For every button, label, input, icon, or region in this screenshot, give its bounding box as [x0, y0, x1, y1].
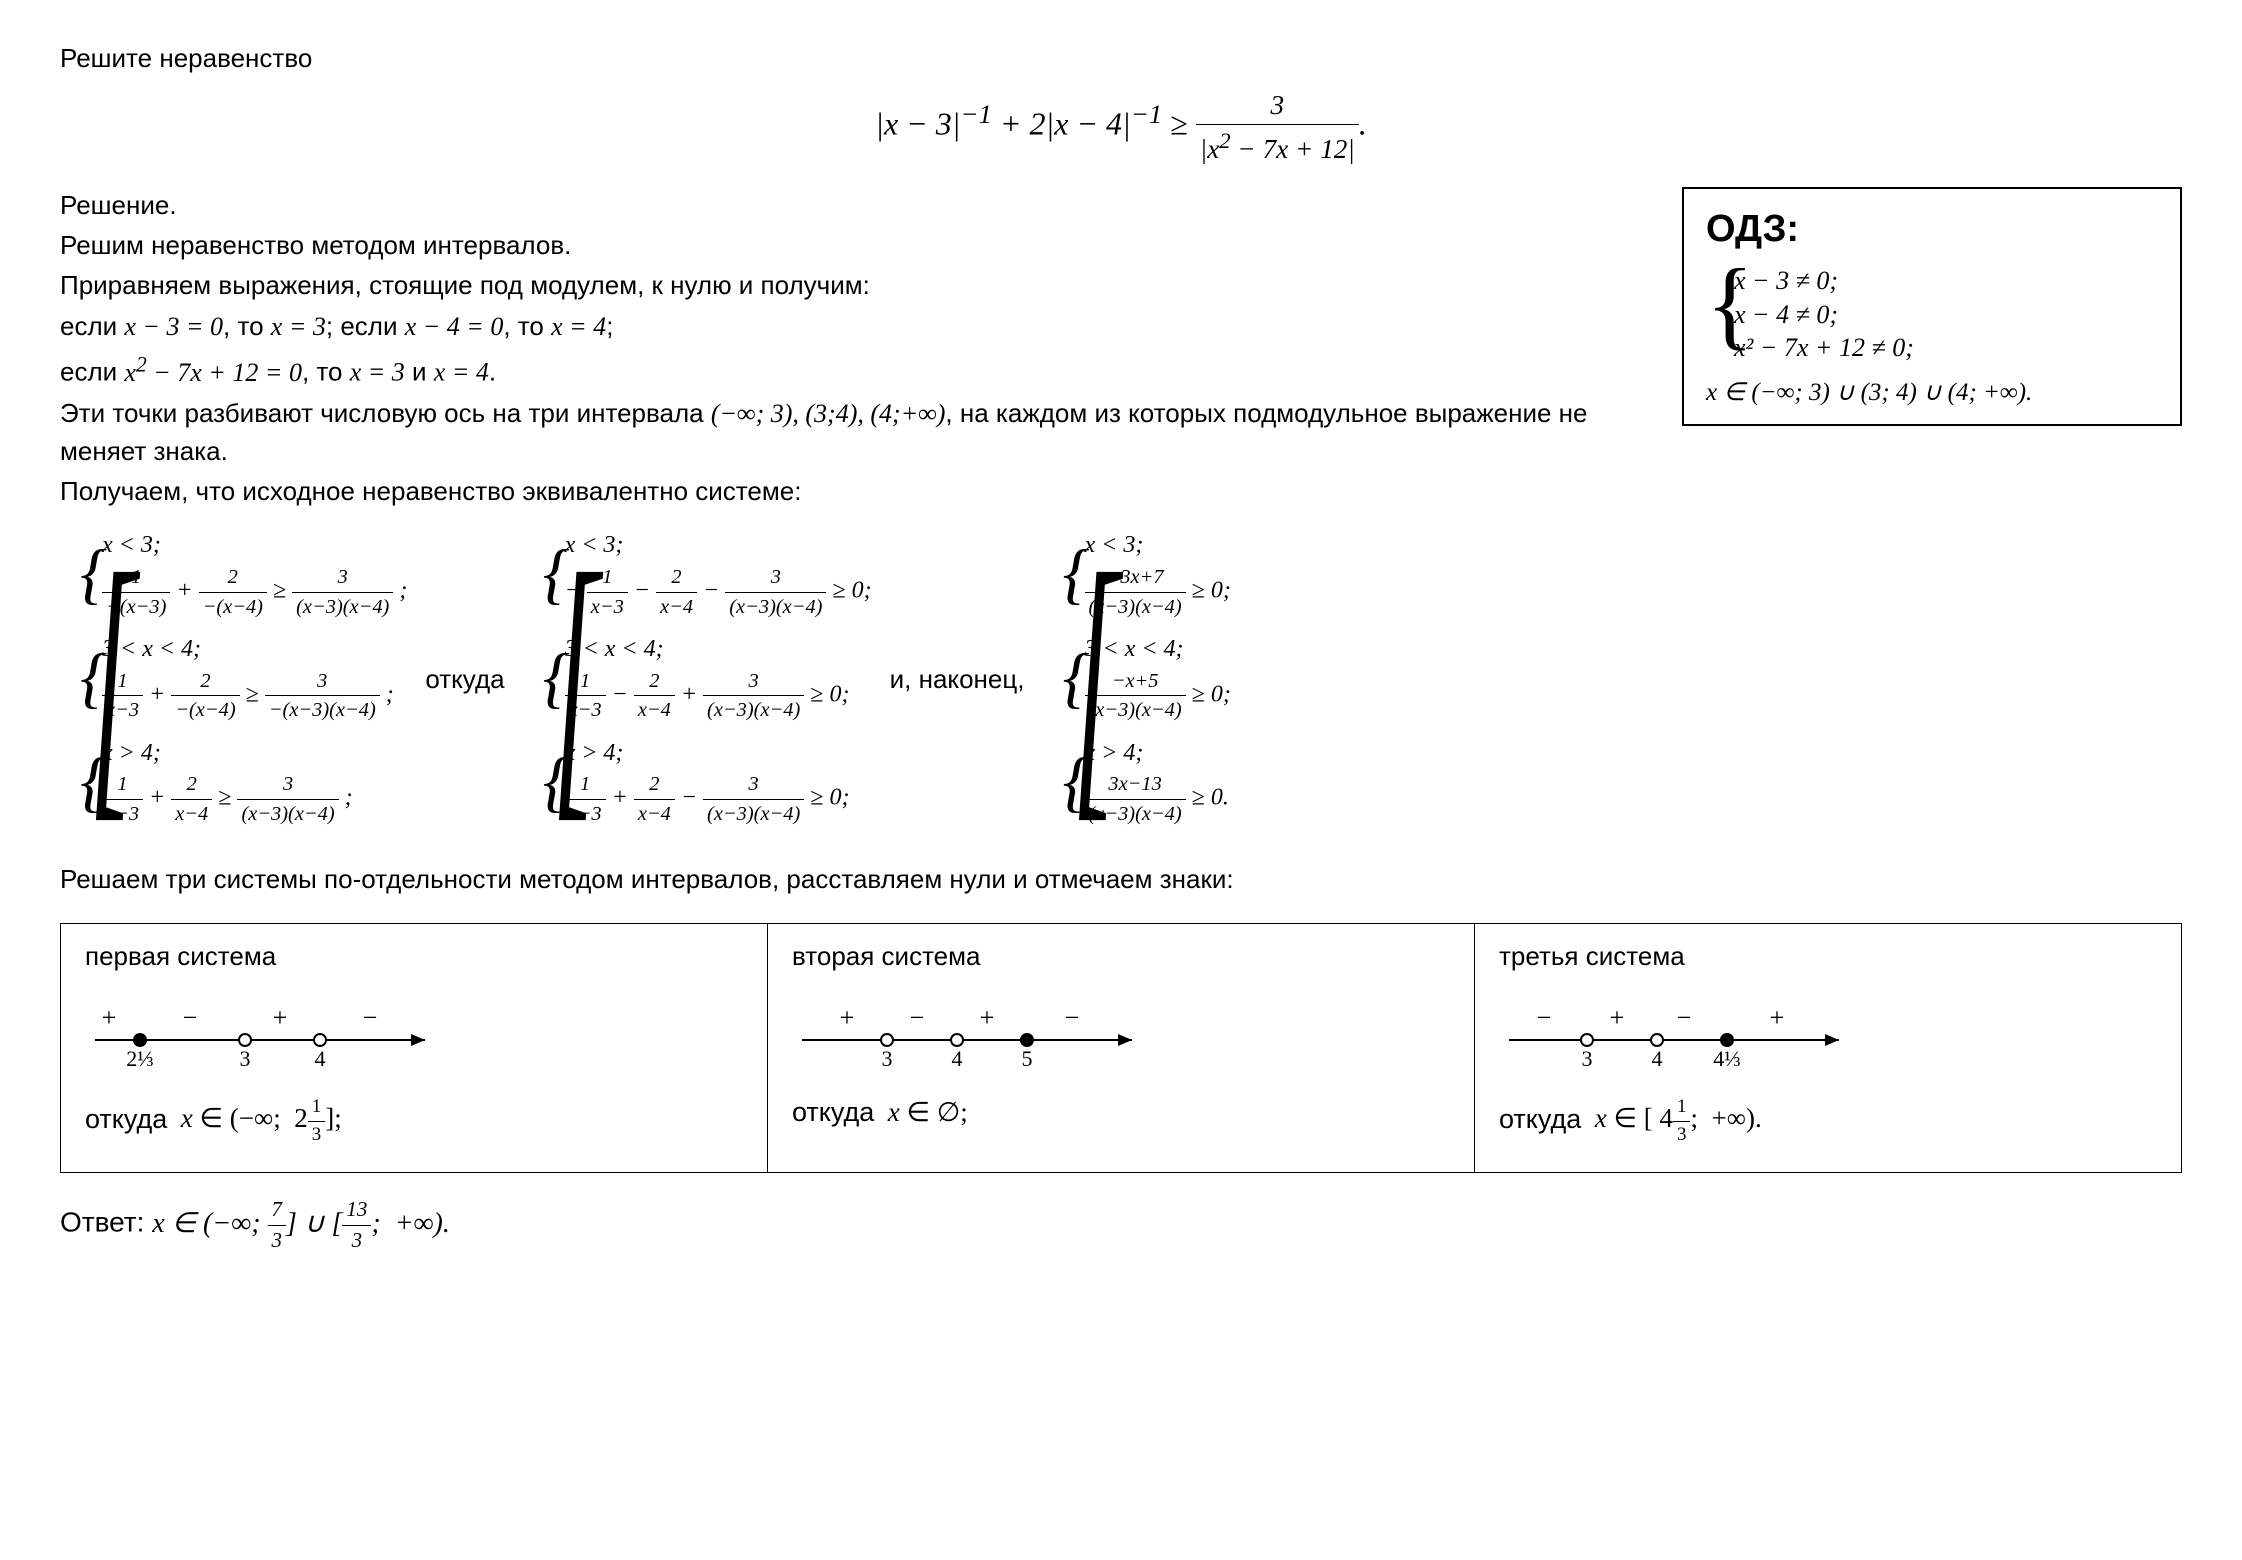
cell3-result: откуда x ∈ [ 413; +∞).	[1499, 1094, 2157, 1148]
sys2-case2: 3 < x < 4; 1x−3 − 2x−4 + 3(x−3)(x−4) ≥ 0…	[543, 633, 872, 725]
svg-text:4: 4	[1652, 1046, 1663, 1071]
svg-text:−: −	[183, 1003, 198, 1032]
answer-line: Ответ: x ∈ (−∞; 73] ∪ [133; +∞).	[60, 1195, 2182, 1255]
odz-system: x − 3 ≠ 0; x − 4 ≠ 0; x² − 7x + 12 ≠ 0;	[1706, 264, 2158, 365]
numline-1: + − + − 2⅓ 3 4	[85, 992, 743, 1072]
svg-text:+: +	[980, 1003, 995, 1032]
system-col-2: x < 3; − 1x−3 − 2x−4 − 3(x−3)(x−4) ≥ 0; …	[523, 523, 872, 834]
svg-text:5: 5	[1022, 1046, 1033, 1071]
svg-text:−: −	[1537, 1003, 1552, 1032]
svg-text:+: +	[1610, 1003, 1625, 1032]
cell3-title: третья система	[1499, 938, 2157, 974]
sys1-case1: x < 3; 1−(x−3) + 2−(x−4) ≥ 3(x−3)(x−4) ;	[80, 529, 407, 621]
solve-three-text: Решаем три системы по-отдельности методо…	[60, 861, 2182, 897]
svg-text:−: −	[910, 1003, 925, 1032]
svg-text:2⅓: 2⅓	[126, 1046, 154, 1071]
svg-text:+: +	[102, 1003, 117, 1032]
svg-text:4: 4	[315, 1046, 326, 1071]
odz-line-3: x² − 7x + 12 ≠ 0;	[1734, 331, 2158, 365]
odz-box: ОДЗ: x − 3 ≠ 0; x − 4 ≠ 0; x² − 7x + 12 …	[1682, 187, 2182, 427]
body-p6: Получаем, что исходное неравенство эквив…	[60, 473, 2182, 509]
svg-text:4: 4	[952, 1046, 963, 1071]
sys1-case3: x > 4; 1x−3 + 2x−4 ≥ 3(x−3)(x−4) ;	[80, 737, 407, 829]
main-formula: |x − 3|−1 + 2|x − 4|−1 ≥ 3|x2 − 7x + 12|…	[60, 86, 2182, 168]
odz-title: ОДЗ:	[1706, 203, 2158, 256]
svg-text:−: −	[1065, 1003, 1080, 1032]
odz-result: x ∈ (−∞; 3) ∪ (3; 4) ∪ (4; +∞).	[1706, 375, 2158, 410]
odz-line-2: x − 4 ≠ 0;	[1734, 298, 2158, 332]
word-otkuda-1: откуда	[425, 661, 504, 697]
sys3-case3: x > 4; 3x−13(x−3)(x−4) ≥ 0.	[1063, 737, 1231, 829]
sys3-case1: x < 3; −3x+7(x−3)(x−4) ≥ 0;	[1063, 529, 1231, 621]
svg-text:−: −	[1677, 1003, 1692, 1032]
system-col-3: x < 3; −3x+7(x−3)(x−4) ≥ 0; 3 < x < 4; −…	[1043, 523, 1231, 834]
word-nakonets: и, наконец,	[890, 661, 1025, 697]
svg-text:−: −	[363, 1003, 378, 1032]
sys2-case3: x > 4; 1x−3 + 2x−4 − 3(x−3)(x−4) ≥ 0;	[543, 737, 872, 829]
table-cell-2: вторая система +−+−345 откуда x ∈ ∅;	[768, 923, 1475, 1172]
cell2-title: вторая система	[792, 938, 1450, 974]
svg-text:+: +	[840, 1003, 855, 1032]
cell1-title: первая система	[85, 938, 743, 974]
odz-line-1: x − 3 ≠ 0;	[1734, 264, 2158, 298]
sys2-case1: x < 3; − 1x−3 − 2x−4 − 3(x−3)(x−4) ≥ 0;	[543, 529, 872, 621]
table-cell-1: первая система + − + − 2⅓ 3 4 откуда x ∈ (−∞; …	[61, 923, 768, 1172]
svg-text:3: 3	[1582, 1046, 1593, 1071]
svg-text:4⅓: 4⅓	[1713, 1046, 1741, 1071]
table-cell-3: третья система − + − +3 4 4⅓ откуда x ∈ [ 413…	[1475, 923, 2182, 1172]
three-systems-table: первая система + − + − 2⅓ 3 4 откуда x ∈ (−∞; …	[60, 923, 2182, 1173]
svg-text:+: +	[273, 1003, 288, 1032]
numline-2: +−+−345	[792, 992, 1450, 1072]
svg-text:3: 3	[240, 1046, 251, 1071]
system-col-1: x < 3; 1−(x−3) + 2−(x−4) ≥ 3(x−3)(x−4) ;…	[60, 523, 407, 834]
systems-row: x < 3; 1−(x−3) + 2−(x−4) ≥ 3(x−3)(x−4) ;…	[60, 523, 2182, 834]
numline-3: − + − +3 4 4⅓	[1499, 992, 2157, 1072]
problem-title: Решите неравенство	[60, 40, 2182, 76]
svg-text:+: +	[1770, 1003, 1785, 1032]
sys1-case2: 3 < x < 4; 1x−3 + 2−(x−4) ≥ 3−(x−3)(x−4)…	[80, 633, 407, 725]
cell1-result: откуда x ∈ (−∞; 213];	[85, 1094, 743, 1148]
svg-text:3: 3	[882, 1046, 893, 1071]
sys3-case2: 3 < x < 4; −x+5(x−3)(x−4) ≥ 0;	[1063, 633, 1231, 725]
cell2-result: откуда x ∈ ∅;	[792, 1094, 1450, 1132]
